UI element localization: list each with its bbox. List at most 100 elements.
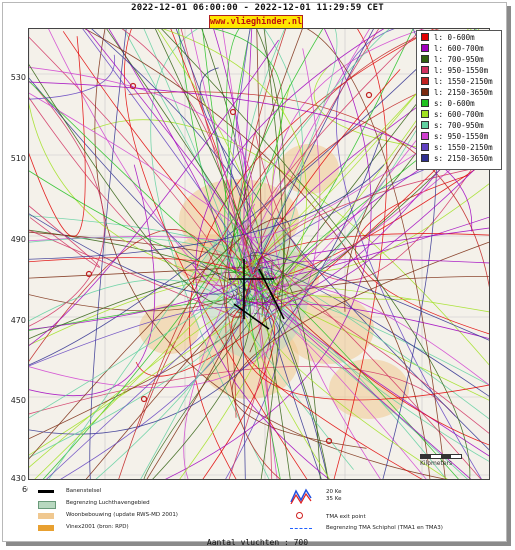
legend-item: s: 950-1550m	[421, 132, 488, 142]
legend-swatch	[421, 132, 429, 140]
flight-track	[231, 304, 423, 479]
flight-track	[202, 29, 257, 280]
flight-track	[29, 37, 450, 366]
flight-track	[251, 154, 489, 306]
legend-label: s: 600-700m	[434, 110, 484, 119]
y-tick-label: 450	[10, 396, 26, 405]
tma-exit-label: TMA exit point	[326, 514, 366, 520]
x-tick-label: 60	[22, 485, 32, 494]
flight-track	[271, 84, 489, 272]
legend-label: s: 700-950m	[434, 121, 484, 130]
legend-label: s: 2150-3650m	[434, 154, 493, 163]
flight-track	[256, 29, 286, 479]
flight-track	[231, 241, 489, 449]
housing-swatch	[38, 513, 54, 519]
airport-label: Begrenzing Luchthavengebied	[66, 500, 150, 506]
tma-exit-point	[229, 108, 237, 116]
tma-boundary-label: Begrenzing TMA Schiphol (TMA1 en TMA3)	[326, 525, 443, 531]
flight-track	[143, 29, 476, 479]
flight-track	[29, 81, 473, 232]
scale-bar: Kilometers	[420, 454, 462, 468]
flight-track	[118, 29, 440, 479]
runway	[233, 303, 270, 330]
tma-exit-point	[85, 270, 93, 278]
flight-track	[29, 170, 255, 276]
flight-track	[271, 29, 425, 479]
flight-track	[233, 29, 324, 274]
flight-track	[84, 29, 431, 479]
runway-label: Banenstelsel	[66, 488, 102, 494]
flight-track	[256, 136, 489, 291]
y-tick-label: 530	[10, 73, 26, 82]
flight-track	[48, 29, 390, 479]
flight-track	[29, 298, 252, 331]
flight-track	[29, 307, 245, 367]
legend-item: s: 700-950m	[421, 121, 484, 131]
legend-swatch	[421, 33, 429, 41]
flight-track	[124, 29, 308, 479]
flight-track	[91, 29, 262, 277]
scale-bar-graphic	[420, 454, 462, 459]
flight-track	[29, 132, 383, 435]
legend-item: l: 0-600m	[421, 33, 475, 43]
y-tick-label: 470	[10, 316, 26, 325]
flight-track	[237, 29, 414, 307]
flight-track	[29, 237, 242, 263]
flight-track	[29, 298, 246, 468]
flight-track	[85, 309, 238, 479]
flight-track	[267, 260, 482, 479]
legend-item: s: 1550-2150m	[421, 143, 493, 153]
flight-track	[29, 96, 238, 287]
flight-track	[89, 29, 127, 479]
tma-exit-icon	[296, 512, 303, 519]
flight-track	[253, 285, 329, 479]
flight-track	[121, 29, 273, 479]
legend-label: l: 700-950m	[434, 55, 484, 64]
legend-item: s: 2150-3650m	[421, 154, 493, 164]
flight-track	[242, 278, 489, 434]
flight-count: Aantal vluchten : 700	[206, 538, 309, 547]
runway	[258, 268, 285, 320]
flight-track	[29, 205, 100, 268]
flight-track	[29, 102, 412, 300]
legend-label: l: 2150-3650m	[434, 88, 493, 97]
legend-swatch	[421, 154, 429, 162]
ke35-label: 35 Ke	[326, 496, 342, 502]
flight-track	[249, 252, 489, 341]
flight-track	[95, 29, 303, 479]
flight-track	[253, 259, 489, 277]
flight-track	[140, 29, 338, 479]
flight-track	[29, 54, 116, 100]
flight-track	[239, 69, 489, 401]
flight-track	[29, 39, 279, 346]
flight-track	[29, 66, 254, 316]
legend-swatch	[421, 121, 429, 129]
legend-label: s: 0-600m	[434, 99, 475, 108]
time-range-title: 2022-12-01 06:00:00 - 2022-12-01 11:29:5…	[131, 3, 384, 13]
y-tick-label: 490	[10, 235, 26, 244]
flight-track	[29, 48, 321, 388]
flight-track	[225, 29, 287, 479]
legend-item: s: 600-700m	[421, 110, 484, 120]
flight-track	[271, 303, 489, 339]
flight-track	[195, 29, 385, 479]
ke20-label: 20 Ke	[326, 489, 342, 495]
legend-swatch	[421, 99, 429, 107]
site-link[interactable]: www.vlieghinder.nl	[209, 15, 303, 29]
flight-track	[263, 216, 489, 280]
y-tick-label: 430	[10, 474, 26, 483]
flight-track	[108, 29, 240, 301]
legend-label: l: 1550-2150m	[434, 77, 493, 86]
flight-track	[106, 29, 256, 265]
tma-exit-point	[365, 91, 373, 99]
y-tick-label: 510	[10, 154, 26, 163]
legend-swatch	[421, 44, 429, 52]
legend-item: l: 1550-2150m	[421, 77, 493, 87]
flight-track	[29, 265, 254, 279]
flight-track	[333, 29, 388, 479]
vinex-swatch	[38, 525, 54, 531]
legend-item: l: 600-700m	[421, 44, 484, 54]
legend-label: l: 600-700m	[434, 44, 484, 53]
legend-label: l: 0-600m	[434, 33, 475, 42]
flight-track	[91, 119, 489, 366]
